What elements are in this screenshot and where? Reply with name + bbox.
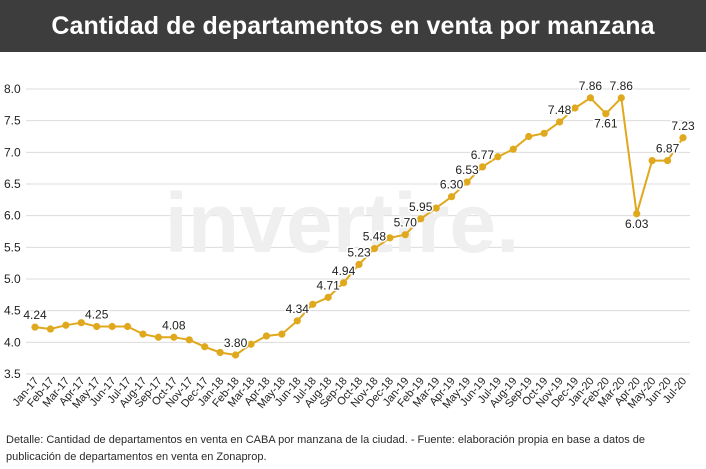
data-point [139,330,147,338]
data-point [463,178,471,186]
data-label: 7.86 [579,79,603,93]
data-point [46,325,55,333]
data-point [231,351,240,359]
data-point [540,129,548,137]
y-tick-label: 7.5 [4,114,21,128]
data-point [417,215,425,223]
footer-note: Detalle: Cantidad de departamentos en ve… [6,434,646,463]
y-tick-label: 5.5 [4,240,21,254]
data-label: 7.23 [671,119,695,133]
data-point [602,110,610,118]
y-tick-label: 4.5 [4,304,21,318]
data-point [262,332,271,340]
chart-header: Cantidad de departamentos en venta por m… [0,0,706,52]
data-point [447,193,456,201]
data-point [509,145,517,153]
data-point [77,319,85,327]
data-point [31,323,39,331]
data-label: 7.61 [594,117,618,131]
data-point [401,231,409,239]
data-label: 7.48 [548,103,572,117]
data-label: 6.77 [471,148,495,162]
data-label: 4.25 [85,308,109,322]
data-point [324,293,332,301]
data-point [62,321,70,329]
data-point [386,234,394,242]
chart-title: Cantidad de departamentos en venta por m… [51,11,655,40]
y-tick-label: 4.0 [4,335,21,349]
y-tick-label: 8.0 [4,82,21,96]
data-point [309,300,317,308]
data-point [679,134,687,142]
data-label: 4.34 [286,302,310,316]
data-label: 4.94 [332,264,356,278]
data-point [617,94,625,102]
data-point [185,336,193,344]
data-point [432,204,440,212]
watermark-text: invertire. [165,176,520,270]
data-label: 6.87 [656,142,680,156]
data-label: 6.03 [625,217,649,231]
data-label: 3.80 [224,336,248,350]
data-point [293,317,301,325]
data-point [555,118,564,126]
y-tick-label: 7.0 [4,145,21,159]
data-label: 4.24 [23,308,47,322]
line-chart: invertire. 3.5 4.0 4.5 5.0 5.5 6.0 6.5 7.0 7.5 8.… [4,77,697,411]
y-tick-label: 5.0 [4,272,21,286]
data-point [108,322,116,331]
y-tick-label: 6.0 [4,209,21,223]
data-labels: 4.24 4.25 4.08 3.80 4.34 4.714.94 5.235.48 5.70… [22,77,697,351]
data-point [370,245,379,253]
y-tick-label: 3.5 [4,367,21,381]
data-label: 6.30 [440,178,464,192]
data-point [154,333,163,341]
data-point [494,153,502,161]
data-point [586,94,595,102]
data-label: 4.71 [316,278,340,292]
data-label: 4.08 [162,318,186,332]
data-point [663,156,672,165]
data-point [339,279,348,287]
data-label: 5.95 [409,200,433,214]
data-label: 7.86 [610,79,634,93]
data-point [278,330,286,338]
data-point [648,156,656,165]
data-point [478,163,487,171]
data-point [123,322,132,331]
data-point [201,343,209,351]
data-label: 5.70 [394,216,418,230]
data-point [216,348,224,357]
data-label: 6.53 [455,163,479,177]
data-point [525,132,533,141]
y-tick-label: 6.5 [4,177,21,191]
data-label: 5.23 [347,245,371,259]
grid-lines [26,88,690,375]
data-label: 5.48 [363,230,387,244]
data-point [355,260,363,269]
data-point [247,340,255,348]
series-markers [31,94,687,359]
data-point [633,210,641,218]
x-axis-ticks: Jan-17Feb-17Mar-17Apr-17May-17Jun-17Jul-… [10,375,689,411]
data-point [170,333,178,341]
data-point [571,104,579,112]
data-point [93,322,101,331]
y-axis-ticks: 3.5 4.0 4.5 5.0 5.5 6.0 6.5 7.0 7.5 8.0 [4,82,21,381]
